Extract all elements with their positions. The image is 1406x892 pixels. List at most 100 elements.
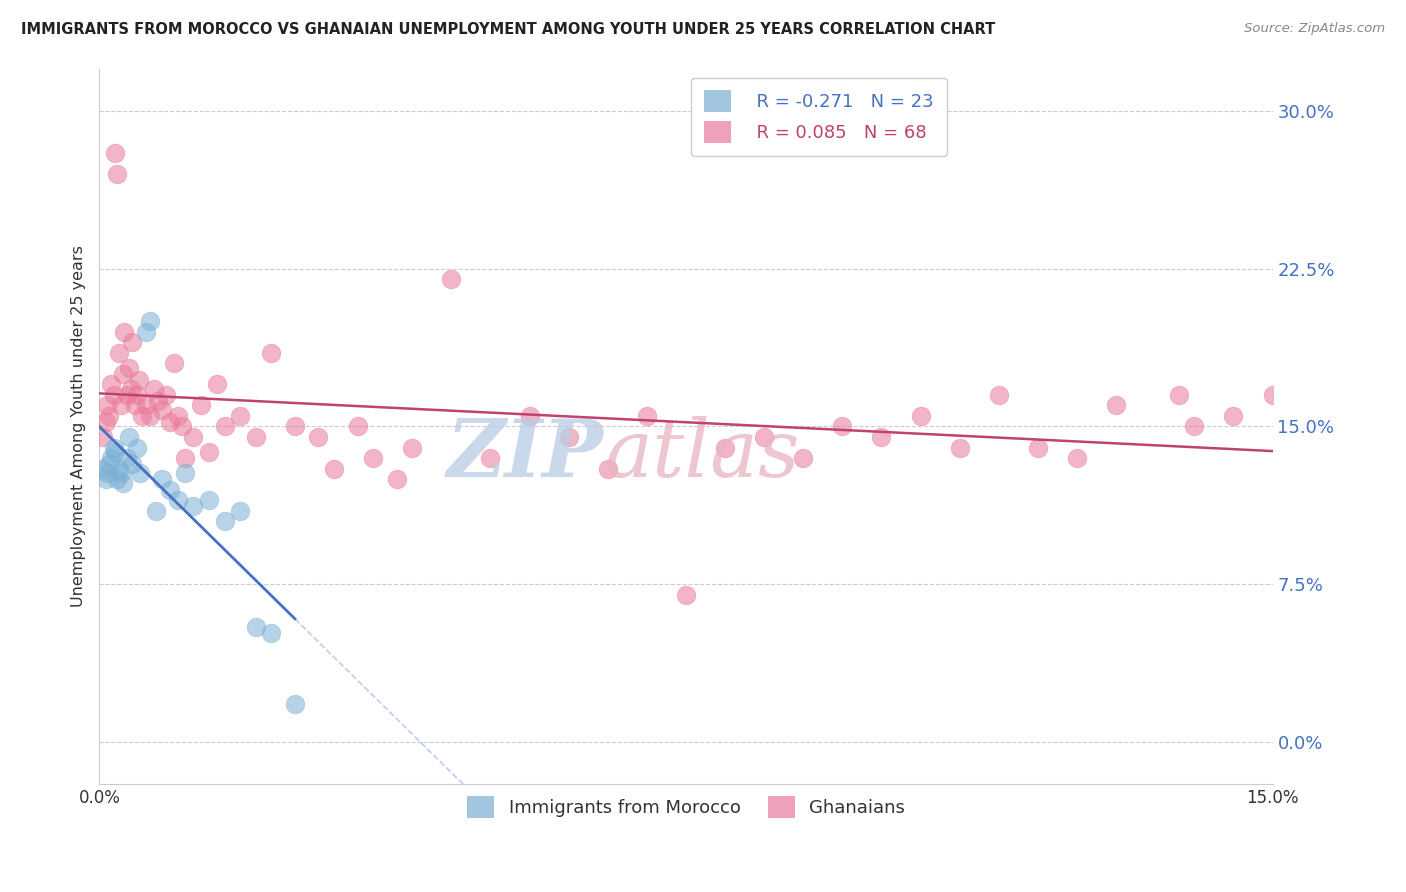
Point <box>307 430 329 444</box>
Y-axis label: Unemployment Among Youth under 25 years: Unemployment Among Youth under 25 years <box>72 245 86 607</box>
Point <box>124 399 146 413</box>
Point <box>557 430 579 444</box>
Point <box>198 493 221 508</box>
Point <box>150 472 173 486</box>
Point <box>166 409 188 423</box>
Point <box>103 441 125 455</box>
Point <box>714 441 737 455</box>
Point <box>163 356 186 370</box>
Point <box>131 409 153 423</box>
Point <box>190 399 212 413</box>
Point <box>125 441 148 455</box>
Point <box>96 399 118 413</box>
Point <box>949 441 972 455</box>
Point <box>284 698 307 712</box>
Point <box>120 382 142 396</box>
Legend: Immigrants from Morocco, Ghanaians: Immigrants from Morocco, Ghanaians <box>460 789 912 825</box>
Point <box>145 504 167 518</box>
Point <box>135 325 157 339</box>
Point <box>181 430 204 444</box>
Text: Source: ZipAtlas.com: Source: ZipAtlas.com <box>1244 22 1385 36</box>
Point <box>104 145 127 160</box>
Point <box>1066 451 1088 466</box>
Point <box>181 500 204 514</box>
Point <box>121 458 143 472</box>
Point <box>260 625 283 640</box>
Point <box>214 419 236 434</box>
Point <box>1222 409 1244 423</box>
Point <box>245 619 267 633</box>
Point <box>128 373 150 387</box>
Point <box>94 472 117 486</box>
Point <box>346 419 368 434</box>
Point <box>100 377 122 392</box>
Point <box>110 399 132 413</box>
Point <box>205 377 228 392</box>
Point <box>129 466 152 480</box>
Point <box>103 388 125 402</box>
Point <box>323 461 346 475</box>
Point <box>1182 419 1205 434</box>
Point <box>118 430 141 444</box>
Point <box>94 415 117 429</box>
Point <box>198 444 221 458</box>
Point <box>1261 388 1284 402</box>
Point <box>108 345 131 359</box>
Point <box>229 409 252 423</box>
Point <box>174 451 197 466</box>
Point <box>111 476 134 491</box>
Point <box>166 493 188 508</box>
Point <box>110 466 132 480</box>
Point <box>97 458 120 472</box>
Text: ZIP: ZIP <box>447 417 603 494</box>
Point <box>596 461 619 475</box>
Text: atlas: atlas <box>603 417 799 494</box>
Point <box>97 409 120 423</box>
Point <box>118 360 141 375</box>
Point <box>401 441 423 455</box>
Point <box>1167 388 1189 402</box>
Point <box>1105 399 1128 413</box>
Point <box>159 483 181 497</box>
Point <box>150 402 173 417</box>
Point <box>143 382 166 396</box>
Point <box>870 430 893 444</box>
Point <box>93 430 115 444</box>
Point <box>479 451 502 466</box>
Point <box>675 588 697 602</box>
Point <box>214 514 236 528</box>
Point <box>108 461 131 475</box>
Point <box>115 451 138 466</box>
Point <box>159 415 181 429</box>
Point <box>96 466 118 480</box>
Point <box>284 419 307 434</box>
Point <box>440 272 463 286</box>
Point <box>987 388 1010 402</box>
Point <box>114 325 136 339</box>
Point <box>229 504 252 518</box>
Point <box>636 409 658 423</box>
Point <box>139 314 162 328</box>
Text: IMMIGRANTS FROM MOROCCO VS GHANAIAN UNEMPLOYMENT AMONG YOUTH UNDER 25 YEARS CORR: IMMIGRANTS FROM MOROCCO VS GHANAIAN UNEM… <box>21 22 995 37</box>
Point <box>245 430 267 444</box>
Point <box>125 388 148 402</box>
Point <box>174 466 197 480</box>
Point <box>115 388 138 402</box>
Point <box>754 430 776 444</box>
Point <box>519 409 541 423</box>
Point <box>170 419 193 434</box>
Point <box>100 451 122 466</box>
Point <box>792 451 814 466</box>
Point <box>104 444 127 458</box>
Point <box>831 419 853 434</box>
Point <box>105 167 128 181</box>
Point <box>105 472 128 486</box>
Point <box>385 472 408 486</box>
Point <box>135 399 157 413</box>
Point <box>93 461 115 475</box>
Point <box>361 451 384 466</box>
Point <box>910 409 932 423</box>
Point <box>155 388 177 402</box>
Point <box>146 394 169 409</box>
Point <box>260 345 283 359</box>
